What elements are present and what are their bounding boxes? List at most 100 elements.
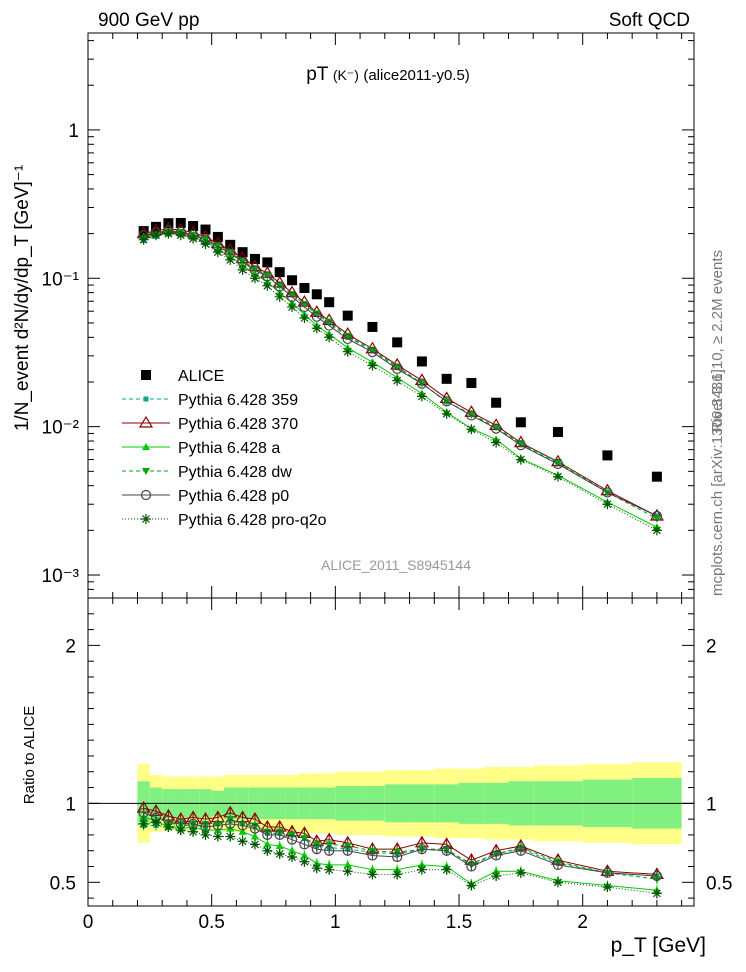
axes-ticks: 0 0.5 1 1.5 2 10⁻³ 10⁻² 10⁻¹ 1 0.5 0.5 1 1 2 2 bbox=[42, 33, 732, 933]
ratio-point bbox=[552, 877, 563, 888]
main-y-tick-label: 10⁻² bbox=[42, 418, 80, 439]
ratio-point bbox=[441, 845, 452, 856]
ratio-point bbox=[138, 818, 149, 829]
analysis-watermark: ALICE_2011_S8945144 bbox=[321, 557, 471, 573]
legend-label: Pythia 6.428 a bbox=[178, 440, 280, 457]
header-left-label: 900 GeV pp bbox=[98, 10, 199, 31]
main-point bbox=[515, 454, 526, 465]
main-point bbox=[652, 515, 661, 523]
main-point bbox=[175, 230, 186, 241]
ratio-point bbox=[342, 866, 353, 877]
main-point bbox=[274, 267, 285, 278]
ratio-point bbox=[441, 864, 452, 875]
main-point bbox=[212, 247, 223, 258]
ratio-point bbox=[311, 844, 322, 855]
ratio-point bbox=[392, 851, 403, 863]
ratio-point bbox=[311, 863, 322, 874]
ratio-point bbox=[263, 840, 272, 848]
ratio-point bbox=[491, 870, 502, 881]
main-series bbox=[136, 217, 664, 536]
main-point bbox=[200, 239, 211, 250]
main-point bbox=[651, 510, 662, 522]
legend-label: ALICE bbox=[178, 368, 224, 385]
legend-marker bbox=[142, 468, 150, 475]
main-point bbox=[275, 282, 284, 290]
main-point bbox=[441, 396, 452, 407]
main-point bbox=[299, 301, 310, 313]
ratio-point bbox=[312, 859, 321, 867]
main-title-tag: (alice2011-y0.5) bbox=[363, 67, 469, 84]
main-point bbox=[324, 320, 335, 331]
main-point bbox=[651, 471, 662, 482]
ratio-point bbox=[324, 845, 335, 856]
main-title-particle: (K⁻) bbox=[333, 67, 359, 83]
ratio-point bbox=[393, 865, 402, 873]
ratio-point bbox=[188, 826, 199, 837]
ratio-point bbox=[417, 860, 426, 868]
legend: ALICE Pythia 6.428 359 Pythia 6.428 370 Pyt… bbox=[122, 368, 327, 529]
main-point bbox=[552, 458, 564, 470]
main-point bbox=[324, 332, 335, 343]
ratio-point bbox=[342, 845, 353, 856]
main-point bbox=[311, 289, 322, 300]
ratio-point bbox=[163, 822, 174, 833]
ratio-panel-frame bbox=[87, 597, 695, 907]
main-point bbox=[263, 272, 272, 280]
ratio-point bbox=[225, 818, 236, 829]
main-point bbox=[311, 311, 322, 322]
main-point bbox=[237, 264, 248, 275]
ratio-point bbox=[299, 839, 310, 850]
main-y-tick-label: 10⁻³ bbox=[42, 566, 80, 587]
main-title-quantity: pT bbox=[306, 64, 329, 85]
ratio-point bbox=[200, 829, 211, 840]
main-point bbox=[441, 408, 452, 419]
legend-label: Pythia 6.428 p0 bbox=[178, 488, 289, 505]
ratio-point bbox=[367, 869, 378, 880]
main-point bbox=[651, 525, 662, 536]
ratio-point bbox=[491, 850, 502, 861]
legend-marker bbox=[143, 396, 149, 402]
main-y-tick-label: 10⁻¹ bbox=[42, 269, 80, 290]
main-point bbox=[262, 257, 273, 268]
main-point bbox=[249, 253, 260, 264]
main-point bbox=[516, 440, 525, 448]
ratio-point bbox=[515, 867, 526, 878]
mcplots-text: mcplots.cern.ch [arXiv:1306.3436] bbox=[709, 369, 726, 596]
main-point bbox=[466, 410, 477, 421]
main-point bbox=[250, 265, 259, 273]
main-point bbox=[342, 310, 353, 321]
ratio-point bbox=[416, 844, 428, 855]
main-point bbox=[213, 242, 222, 250]
main-point bbox=[325, 318, 334, 326]
main-point bbox=[515, 440, 526, 451]
ratio-point bbox=[367, 850, 378, 861]
ratio-point bbox=[138, 807, 149, 818]
main-point bbox=[416, 356, 427, 367]
main-point bbox=[324, 297, 335, 308]
ratio-point bbox=[262, 829, 273, 841]
ratio-point bbox=[416, 864, 427, 875]
ratio-point bbox=[175, 825, 186, 836]
ratio-y-tick-label-right: 1 bbox=[706, 794, 717, 815]
legend-marker bbox=[141, 514, 151, 524]
main-point bbox=[491, 437, 502, 448]
x-tick-label: 2 bbox=[577, 912, 588, 933]
ratio-point bbox=[225, 831, 236, 842]
legend-label: Pythia 6.428 dw bbox=[178, 464, 292, 481]
ratio-point bbox=[287, 852, 298, 863]
ratio-point bbox=[368, 865, 377, 873]
ratio-point bbox=[275, 841, 284, 849]
main-point bbox=[367, 321, 378, 332]
main-point bbox=[299, 312, 310, 323]
main-point bbox=[151, 230, 162, 241]
main-point bbox=[188, 233, 199, 244]
ratio-series bbox=[136, 800, 664, 899]
legend-label: Pythia 6.428 359 bbox=[178, 392, 298, 409]
ratio-y-tick-label-right: 2 bbox=[706, 636, 717, 657]
main-point bbox=[466, 424, 477, 435]
main-point bbox=[287, 302, 298, 313]
main-point bbox=[515, 417, 526, 428]
main-title: pT (K⁻) (alice2011-y0.5) bbox=[306, 64, 470, 85]
main-point bbox=[492, 424, 501, 432]
